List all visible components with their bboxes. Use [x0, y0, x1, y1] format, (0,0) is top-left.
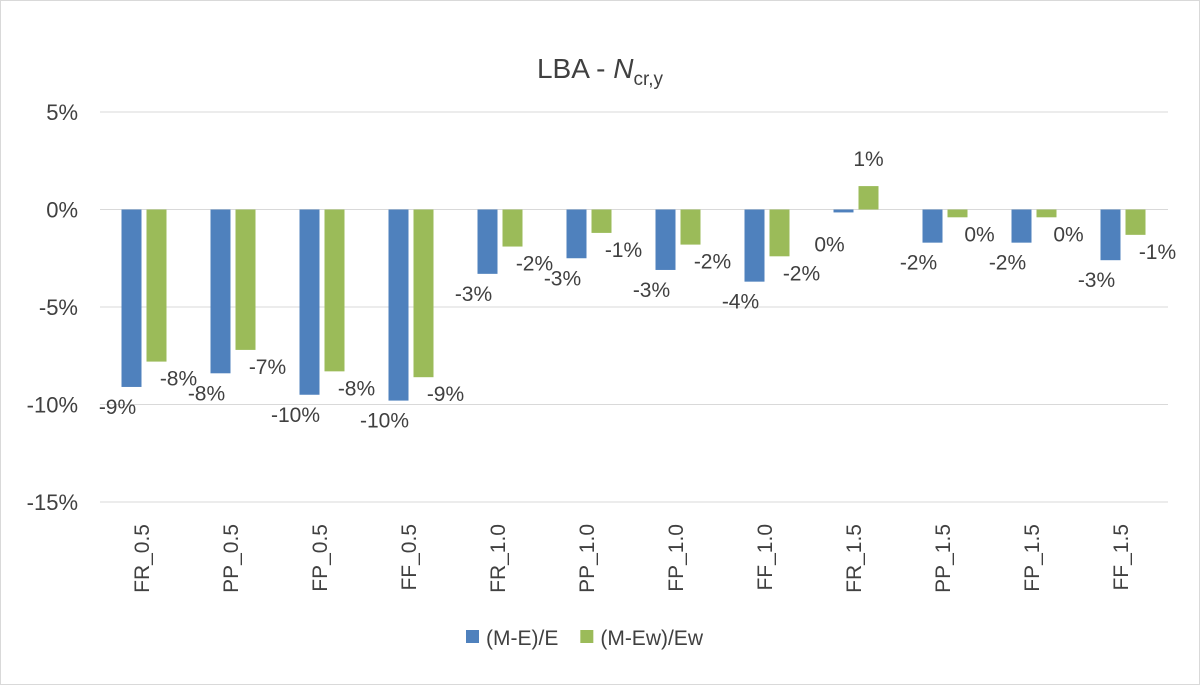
bar-m-ew: [146, 209, 167, 362]
data-label: -9%: [99, 396, 136, 419]
data-label: 0%: [1053, 223, 1083, 246]
x-tick-label: FR_1.5: [843, 524, 866, 593]
legend-label: (M-E)/E: [486, 627, 558, 650]
x-tick-label: PP_0.5: [220, 524, 243, 593]
bar-m-e: [744, 209, 765, 282]
bar-m-e: [388, 209, 409, 401]
bar-m-e: [655, 209, 676, 270]
y-tick-label: 5%: [46, 100, 78, 125]
x-tick-label: FF_0.5: [398, 524, 421, 591]
y-tick-label: -10%: [27, 393, 78, 418]
data-label: -4%: [722, 291, 759, 314]
bar-m-ew: [1125, 209, 1146, 235]
legend-swatch: [466, 630, 479, 643]
bar-m-ew: [680, 209, 701, 245]
data-label: -7%: [249, 356, 286, 379]
x-tick-label: FP_0.5: [309, 524, 332, 592]
data-label: -2%: [783, 262, 820, 285]
y-tick-label: -5%: [39, 295, 78, 320]
data-label: -2%: [989, 252, 1026, 275]
legend-label: (M-Ew)/Ew: [600, 627, 703, 650]
data-label: -8%: [188, 382, 225, 405]
x-tick-label: PP_1.5: [932, 524, 955, 593]
data-label: -1%: [605, 239, 642, 262]
data-label: -2%: [516, 253, 553, 276]
bar-m-e: [477, 209, 498, 274]
data-label: -1%: [1139, 241, 1176, 264]
data-label: -3%: [455, 283, 492, 306]
y-tick-label: -15%: [27, 490, 78, 515]
data-label: 0%: [964, 223, 994, 246]
bar-m-ew: [502, 209, 523, 247]
x-tick-label: FF_1.0: [754, 524, 777, 591]
y-tick-label: 0%: [46, 198, 78, 223]
x-tick-label: FP_1.5: [1021, 524, 1044, 592]
bar-m-ew: [1036, 209, 1057, 218]
bar-m-ew: [591, 209, 612, 233]
data-label: -3%: [633, 279, 670, 302]
data-label: -2%: [694, 251, 731, 274]
data-label: -10%: [271, 404, 320, 427]
x-tick-label: FR_1.0: [487, 524, 510, 593]
data-label: -8%: [160, 368, 197, 391]
legend-swatch: [580, 630, 594, 643]
data-label: -3%: [1078, 269, 1115, 292]
data-label: 0%: [814, 234, 844, 257]
data-label: 1%: [853, 148, 883, 171]
x-tick-label: FR_0.5: [131, 524, 154, 593]
data-label: -2%: [900, 252, 937, 275]
chart-title: LBA - Ncr,y: [537, 53, 664, 90]
bar-m-ew: [324, 209, 345, 372]
x-tick-label: FF_1.5: [1110, 524, 1133, 591]
bar-m-e: [210, 209, 231, 374]
bar-m-ew: [235, 209, 256, 350]
bar-m-e: [922, 209, 943, 243]
bar-m-e: [1011, 209, 1032, 243]
bar-m-e: [121, 209, 142, 387]
bar-m-e: [299, 209, 320, 395]
x-tick-label: PP_1.0: [576, 524, 599, 593]
data-label: -3%: [544, 267, 581, 290]
bar-m-e: [833, 209, 854, 213]
x-tick-label: FP_1.0: [665, 524, 688, 592]
bar-m-ew: [858, 186, 879, 210]
bar-m-e: [1100, 209, 1121, 261]
bar-m-ew: [947, 209, 968, 218]
bar-m-e: [566, 209, 587, 259]
data-label: -10%: [360, 410, 409, 433]
bar-m-ew: [413, 209, 434, 378]
legend: (M-E)/E (M-Ew)/Ew: [466, 627, 704, 650]
data-label: -8%: [338, 377, 375, 400]
bar-m-ew: [769, 209, 790, 257]
data-label: -9%: [427, 383, 464, 406]
